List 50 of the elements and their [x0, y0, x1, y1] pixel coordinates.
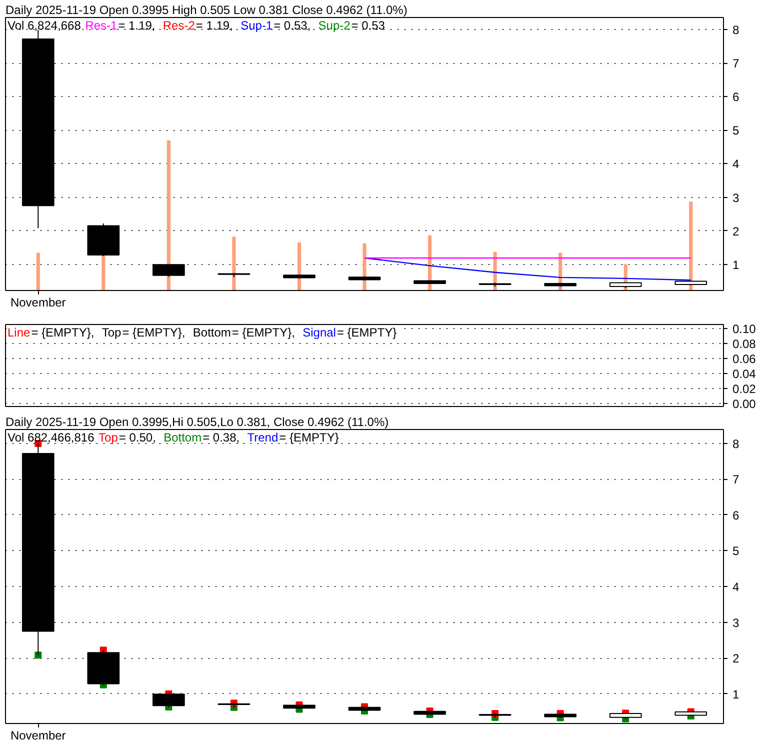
legend-label: Signal — [302, 326, 336, 340]
y-tick-label: 0.02 — [732, 382, 756, 396]
annotation: = 0.50, — [118, 430, 156, 444]
y-tick-label: 6 — [732, 90, 740, 104]
legend-label: Line — [8, 326, 31, 340]
y-tick-label: 0.08 — [732, 336, 756, 351]
y-tick-label: 0.10 — [732, 322, 756, 336]
annotation: = 1.19, — [118, 18, 156, 32]
annotation: = {EMPTY} — [336, 326, 397, 340]
y-tick-label: 0.06 — [732, 352, 756, 366]
y-tick-label: 5 — [732, 544, 740, 558]
annotation: = {EMPTY}, — [31, 326, 94, 340]
legend-label: Bottom — [192, 326, 231, 340]
legend-label: Sup-2 — [318, 18, 351, 32]
y-tick-label: 2 — [732, 224, 740, 238]
x-tick-label: November — [10, 728, 66, 742]
text: Res-1 — [85, 18, 118, 32]
annotation: = 0.53 — [351, 18, 386, 32]
legend-label: Top — [102, 326, 122, 340]
y-tick-label: 8 — [732, 436, 740, 451]
y-tick-label: 7 — [732, 56, 740, 71]
text: Sup-1 — [240, 18, 273, 32]
y-tick-label: 3 — [732, 190, 740, 205]
chart-subtitle: Vol 6,824,668 — [8, 18, 82, 32]
chart-subtitle: Vol 682,466,816 — [8, 430, 95, 444]
legend-label: Res-2 — [162, 18, 196, 32]
legend-label: Trend — [247, 430, 278, 444]
y-tick-label: 1 — [732, 258, 740, 272]
annotation: = {EMPTY}, — [232, 326, 295, 340]
x-tick-label: November — [10, 296, 66, 310]
y-tick-label: 0.00 — [732, 396, 756, 411]
y-tick-label: 3 — [732, 616, 740, 630]
y-tick-label: 2 — [732, 652, 740, 666]
y-tick-label: 7 — [732, 472, 740, 487]
annotation: = 1.19, — [196, 18, 233, 32]
text: Bottom — [164, 430, 202, 444]
y-tick-label: 4 — [732, 157, 740, 172]
y-tick-label: 1 — [732, 687, 740, 702]
chart-title: Daily 2025-11-19 Open 0.3995,Hi 0.505,Lo 0.381, Close 0.4962 (11.0%) — [6, 415, 389, 429]
y-tick-label: 8 — [732, 23, 740, 38]
chart-title: Daily 2025-11-19 Open 0.3995 High 0.505 Low 0.381 Close 0.4962 (11.0%) — [6, 3, 408, 17]
annotation: = {EMPTY}, — [122, 326, 186, 340]
annotation: = 0.38, — [202, 430, 240, 444]
y-tick-label: 0.04 — [732, 366, 756, 381]
y-tick-label: 5 — [732, 124, 740, 138]
annotation: = {EMPTY} — [279, 430, 339, 444]
text: Top — [98, 430, 118, 444]
y-tick-label: 4 — [732, 580, 740, 594]
annotation: = 0.53, — [274, 18, 311, 32]
y-tick-label: 6 — [732, 508, 740, 522]
